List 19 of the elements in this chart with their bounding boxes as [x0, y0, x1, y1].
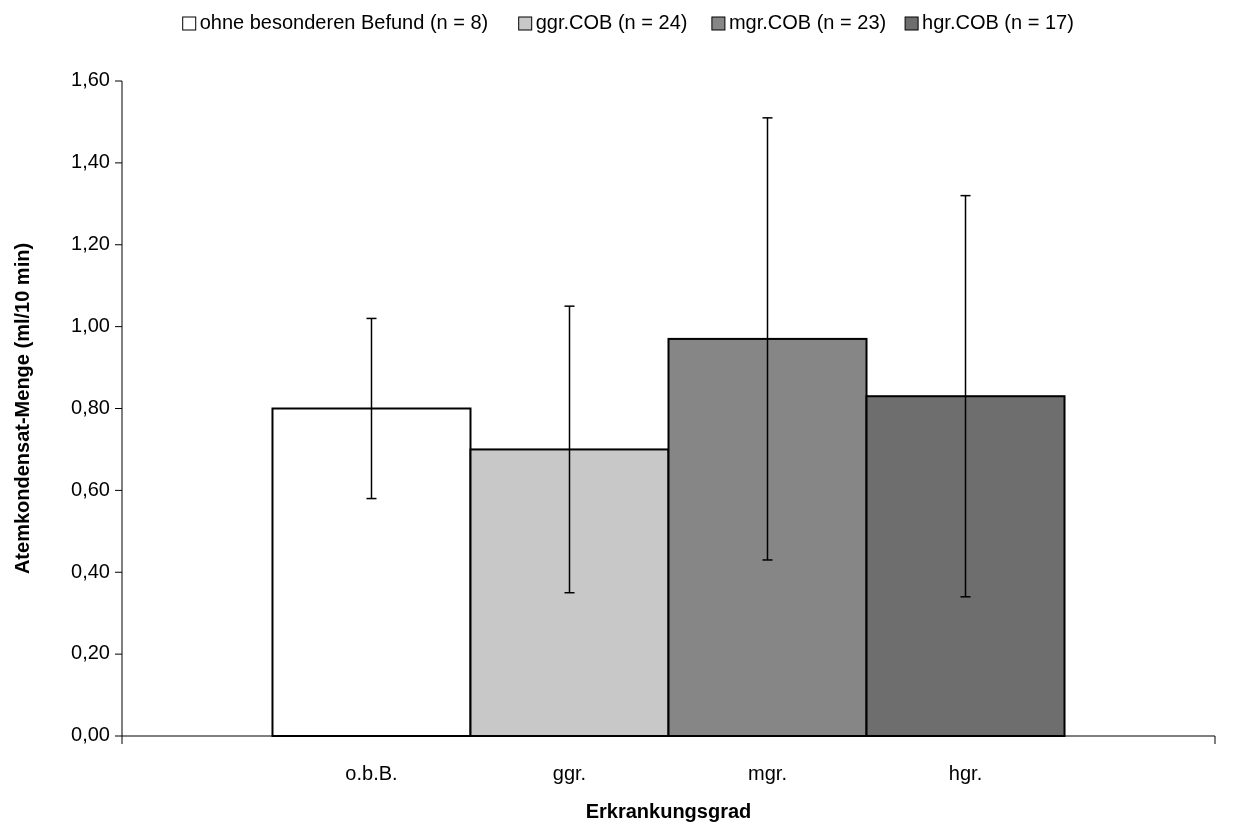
- x-tick-label: o.b.B.: [345, 762, 398, 785]
- y-tick-label: 0,80: [71, 395, 110, 418]
- y-tick-label: 0,20: [71, 641, 110, 664]
- y-axis-title: Atemkondensat-Menge (ml/10 min): [11, 242, 34, 575]
- y-tick-label: 1,60: [71, 68, 110, 91]
- x-axis-title: Erkrankungsgrad: [585, 800, 752, 823]
- legend-label: ggr.COB (n = 24): [535, 11, 688, 34]
- y-tick-label: 0,60: [71, 477, 110, 500]
- legend-label: hgr.COB (n = 17): [922, 11, 1074, 34]
- x-tick-label: ggr.: [552, 762, 587, 785]
- y-tick-label: 0,40: [71, 559, 110, 582]
- x-tick-label: mgr.: [748, 762, 787, 785]
- legend-label: ohne besonderen Befund (n = 8): [199, 11, 489, 34]
- y-tick-label: 0,00: [71, 723, 110, 746]
- legend-label: mgr.COB (n = 23): [728, 11, 887, 34]
- y-tick-label: 1,20: [71, 232, 110, 255]
- x-tick-label: hgr.: [948, 762, 983, 785]
- y-tick-label: 1,00: [71, 313, 110, 336]
- y-tick-label: 1,40: [71, 150, 110, 173]
